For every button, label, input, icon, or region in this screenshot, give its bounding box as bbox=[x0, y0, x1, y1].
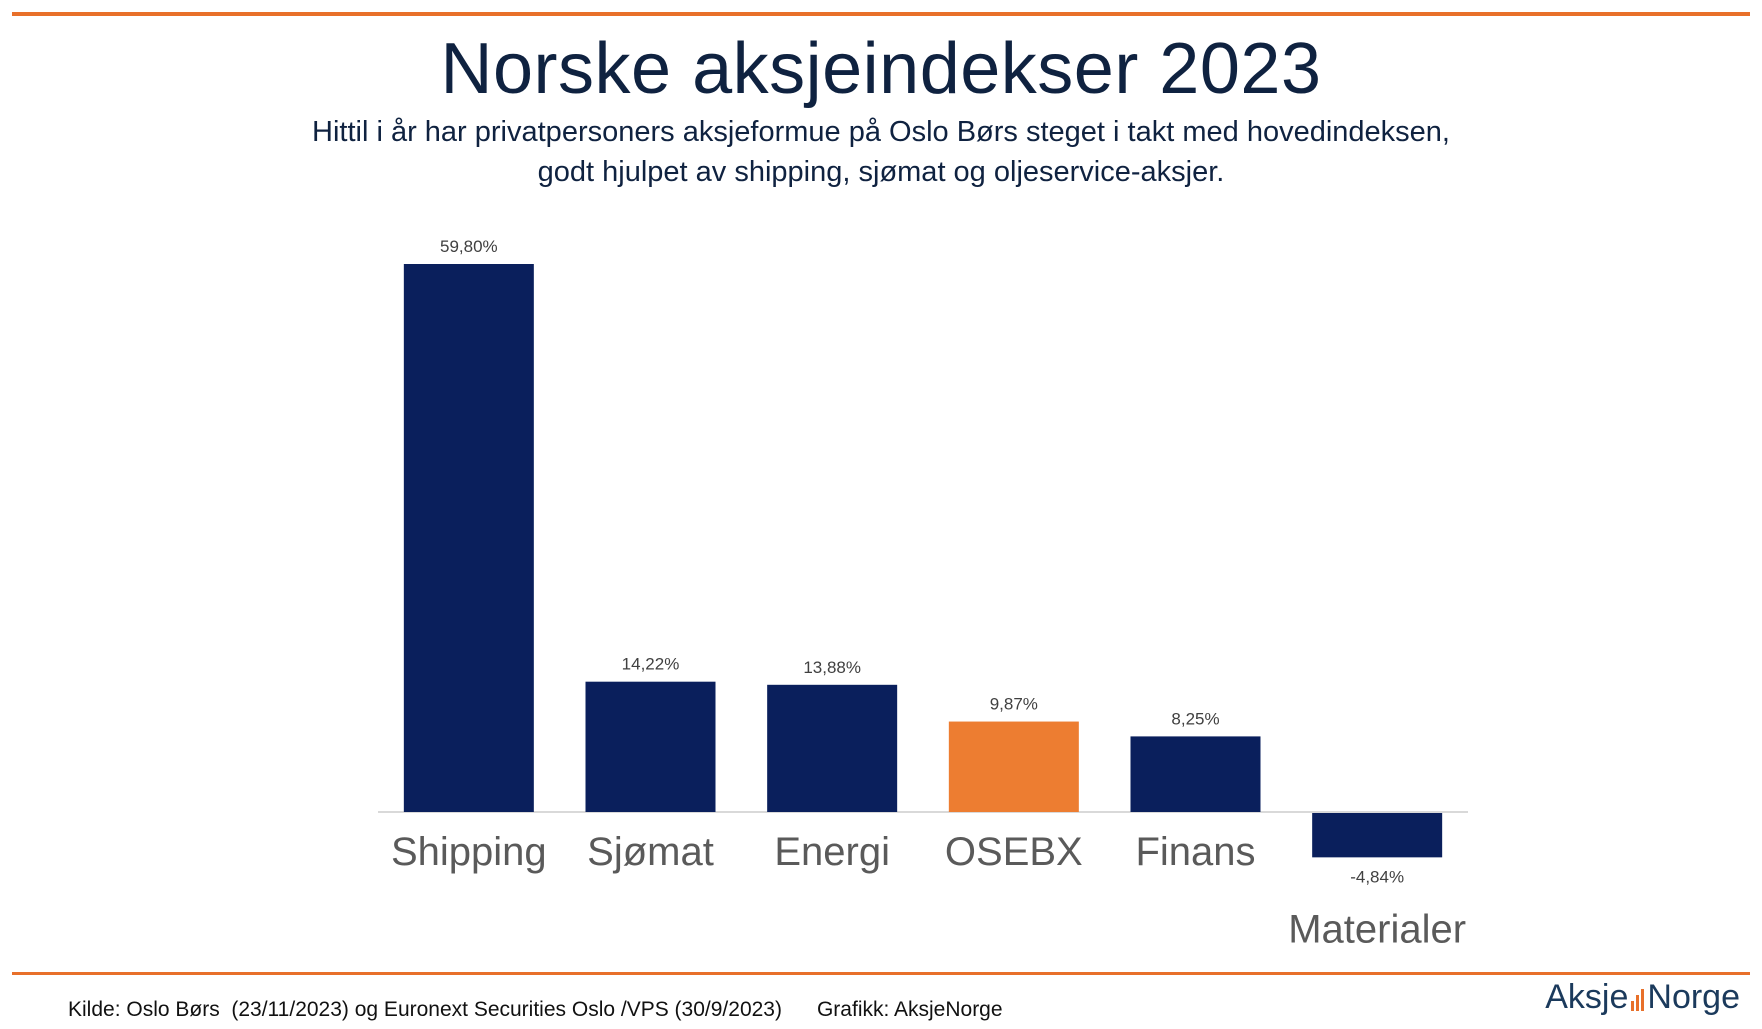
source-note: Kilde: Oslo Børs (23/11/2023) og Euronex… bbox=[68, 998, 1003, 1021]
subtitle-line-1: Hittil i år har privatpersoners aksjefor… bbox=[312, 116, 1450, 148]
value-label-energi: 13,88% bbox=[803, 658, 861, 677]
bar-chart: 59,80% Shipping 14,22% Sjømat 13,88% Energi 9,… bbox=[378, 237, 1468, 951]
logo-bars-icon bbox=[1631, 989, 1645, 1011]
value-label-materialer: -4,84% bbox=[1350, 867, 1404, 886]
bottom-accent-rule bbox=[12, 972, 1750, 975]
value-label-osebx: 9,87% bbox=[990, 695, 1038, 714]
bar-finans bbox=[1130, 736, 1261, 812]
value-label-sjomat: 14,22% bbox=[622, 655, 680, 674]
bar-osebx bbox=[948, 721, 1079, 812]
bar-shipping bbox=[403, 264, 534, 812]
value-label-shipping: 59,80% bbox=[440, 237, 498, 256]
category-label-finans: Finans bbox=[1135, 830, 1255, 874]
bar-materialer bbox=[1312, 813, 1443, 858]
category-label-shipping: Shipping bbox=[391, 830, 547, 874]
category-label-osebx: OSEBX bbox=[945, 830, 1083, 874]
subtitle-line-2: godt hjulpet av shipping, sjømat og olje… bbox=[537, 156, 1225, 188]
top-accent-rule bbox=[12, 12, 1750, 16]
logo-text-norge: Norge bbox=[1647, 978, 1740, 1016]
value-label-finans: 8,25% bbox=[1171, 709, 1219, 728]
logo-text-aksje: Aksje bbox=[1545, 978, 1629, 1016]
bar-energi bbox=[767, 684, 898, 812]
chart-title: Norske aksjeindekser 2023 bbox=[440, 29, 1322, 109]
category-label-sjomat: Sjømat bbox=[587, 830, 714, 874]
aksjenorge-logo: Aksje Norge bbox=[1545, 978, 1740, 1017]
category-label-energi: Energi bbox=[774, 830, 890, 874]
chart-subtitle: Hittil i år har privatpersoners aksjefor… bbox=[0, 112, 1762, 192]
category-label-materialer: Materialer bbox=[1288, 907, 1466, 951]
bar-sjomat bbox=[585, 681, 716, 812]
